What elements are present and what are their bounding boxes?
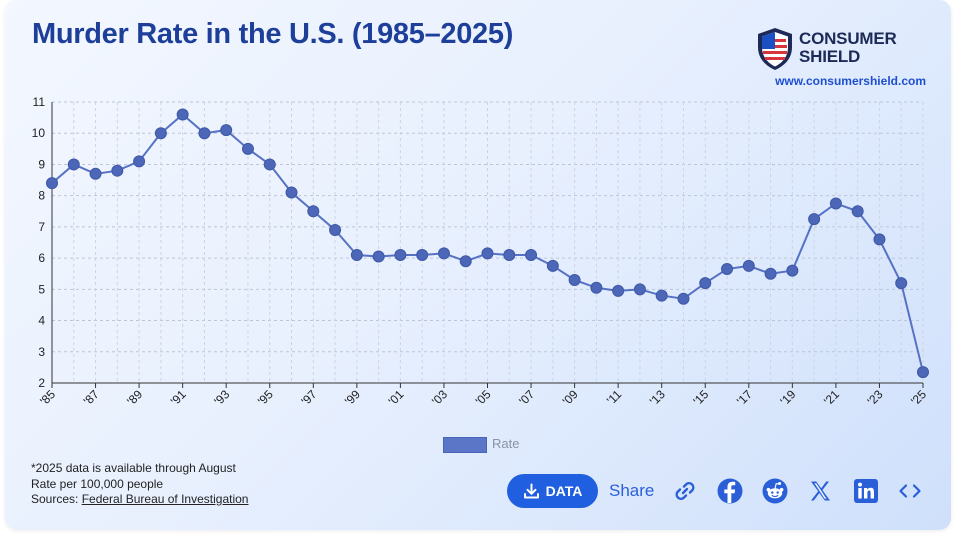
data-point	[873, 233, 886, 246]
data-point	[764, 267, 777, 280]
footnote-sources: Sources: Federal Bureau of Investigation	[31, 492, 249, 506]
x-tick-label: '87	[81, 387, 102, 408]
brand-logo[interactable]: CONSUMER SHIELD www.consumershield.com	[756, 26, 926, 90]
shield-icon	[758, 28, 792, 70]
data-point	[154, 127, 167, 140]
data-point	[198, 127, 211, 140]
data-point	[350, 248, 363, 261]
x-tick-label: '85	[37, 387, 58, 408]
download-icon	[523, 483, 539, 498]
brand-url[interactable]: www.consumershield.com	[775, 74, 926, 88]
brand-name: CONSUMER SHIELD	[799, 29, 897, 66]
x-tick-label: '21	[821, 387, 842, 408]
data-point	[372, 250, 385, 263]
data-point	[89, 167, 102, 180]
data-point	[437, 247, 450, 260]
x-icon[interactable]	[806, 477, 834, 505]
data-point	[481, 247, 494, 260]
data-point	[263, 158, 276, 171]
x-tick-label: '95	[255, 387, 276, 408]
y-tick-label: 2	[38, 376, 45, 390]
x-tick-label: '05	[473, 387, 494, 408]
y-tick-label: 7	[38, 220, 45, 234]
data-point	[525, 248, 538, 261]
data-point	[786, 264, 799, 277]
data-point	[655, 289, 668, 302]
x-tick-label: '89	[124, 387, 145, 408]
data-point	[829, 197, 842, 210]
x-tick-label: '97	[298, 387, 319, 408]
data-point	[677, 292, 690, 305]
data-point	[46, 177, 58, 190]
footnote-unit: Rate per 100,000 people	[31, 476, 164, 491]
x-tick-label: '03	[429, 387, 450, 408]
x-tick-label: '19	[778, 387, 799, 408]
chart-card: Murder Rate in the U.S. (1985–2025) CONS…	[5, 0, 951, 530]
x-tick-label: '99	[342, 387, 363, 408]
data-point	[808, 213, 821, 226]
x-tick-label: '11	[604, 387, 625, 408]
data-point	[67, 158, 80, 171]
y-tick-label: 10	[32, 126, 46, 140]
data-point	[329, 224, 342, 237]
x-tick-label: '25	[908, 387, 929, 408]
linkedin-icon[interactable]	[852, 477, 880, 505]
data-point	[459, 255, 472, 268]
data-point	[220, 124, 233, 137]
y-tick-label: 5	[38, 282, 45, 296]
facebook-icon[interactable]	[716, 477, 744, 505]
data-point	[590, 281, 603, 294]
x-tick-label: '13	[647, 387, 668, 408]
x-tick-label: '07	[516, 387, 537, 408]
x-tick-label: '93	[211, 387, 232, 408]
download-data-button[interactable]: DATA	[507, 474, 598, 508]
data-point	[503, 248, 516, 261]
data-point	[133, 155, 146, 168]
download-data-label: DATA	[545, 483, 583, 499]
x-tick-label: '01	[386, 387, 407, 408]
link-icon[interactable]	[671, 477, 699, 505]
data-point	[742, 259, 755, 272]
series-line-rate	[51, 113, 924, 373]
data-point	[241, 142, 254, 155]
footnote-availability: *2025 data is available through August	[31, 461, 236, 475]
data-point	[851, 205, 864, 218]
y-tick-label: 4	[38, 314, 45, 328]
reddit-icon[interactable]	[761, 477, 789, 505]
y-tick-label: 3	[38, 345, 45, 359]
share-label: Share	[609, 481, 655, 500]
data-point	[721, 263, 734, 276]
line-chart: 2 3 4 5 6 7 8 9 10 11 '85 '87 '89 '91 '93 '95 '97 '99 '01 '…	[32, 95, 930, 408]
embed-icon[interactable]	[896, 477, 924, 505]
data-point	[285, 186, 298, 199]
x-tick-label: '17	[734, 387, 755, 408]
footnotes: *2025 data is available through August R…	[31, 461, 248, 508]
data-point	[176, 108, 189, 121]
data-point	[111, 164, 124, 177]
x-tick-label: '91	[168, 387, 189, 408]
y-tick-label: 9	[38, 157, 45, 171]
data-point	[895, 277, 908, 290]
page-title: Murder Rate in the U.S. (1985–2025)	[32, 18, 514, 50]
x-tick-label: '15	[690, 387, 711, 408]
sources-link[interactable]: Federal Bureau of Investigation	[81, 492, 249, 506]
legend-swatch	[443, 437, 487, 453]
data-point	[917, 366, 929, 379]
data-point	[699, 277, 712, 290]
data-point	[612, 284, 625, 297]
y-tick-label: 6	[38, 251, 45, 265]
data-point	[416, 248, 429, 261]
legend-label: Rate	[492, 436, 520, 451]
data-point	[568, 273, 581, 286]
x-tick-label: '09	[560, 387, 581, 408]
data-point	[394, 248, 407, 261]
y-tick-label: 11	[33, 95, 46, 109]
data-point	[307, 205, 320, 218]
x-tick-label: '23	[865, 387, 886, 408]
data-point	[633, 283, 646, 296]
y-tick-label: 8	[38, 189, 45, 203]
data-point	[546, 259, 559, 272]
